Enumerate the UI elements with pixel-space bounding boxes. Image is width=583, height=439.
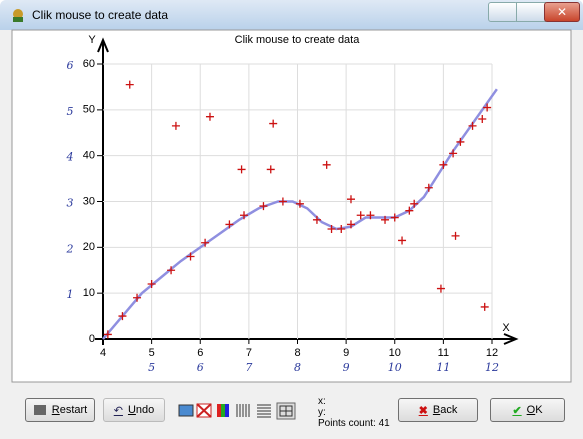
x-tick-label: 9 bbox=[343, 347, 349, 359]
x-tick-label: 7 bbox=[246, 347, 252, 359]
y-tick-label: 30 bbox=[83, 195, 95, 207]
undo-label: Undo bbox=[128, 404, 154, 416]
back-button[interactable]: ✖Back bbox=[398, 398, 478, 422]
handwritten-label: 2 bbox=[66, 242, 74, 255]
points-count-label: Points count: bbox=[318, 418, 376, 429]
points-count: Points count: 41 bbox=[318, 418, 390, 429]
x-status: x: bbox=[318, 396, 326, 407]
restart-label: Restart bbox=[52, 404, 87, 416]
points-count-value: 41 bbox=[379, 418, 390, 429]
toolbar-icons bbox=[177, 401, 307, 421]
undo-button[interactable]: ↶Undo bbox=[103, 398, 165, 422]
handwritten-label: 4 bbox=[66, 151, 74, 164]
y-tick-label: 40 bbox=[83, 150, 95, 162]
x-tick-label: 8 bbox=[294, 347, 300, 359]
y-status: y: bbox=[318, 407, 326, 418]
y-tick-label: 50 bbox=[83, 104, 95, 116]
handwritten-label: 8 bbox=[294, 361, 301, 374]
y-tick-label: 0 bbox=[89, 333, 95, 345]
window: Clik mouse to create data ✕ Clik mouse t… bbox=[0, 0, 583, 439]
y-tick-label: 20 bbox=[83, 241, 95, 253]
y-tick-label: 60 bbox=[83, 58, 95, 70]
handwritten-label: 5 bbox=[148, 361, 155, 374]
chart-title: Clik mouse to create data bbox=[235, 34, 361, 46]
chart[interactable]: Clik mouse to create data Y X 0 10 20 30 40 5… bbox=[0, 0, 583, 386]
x-axis-label: X bbox=[502, 322, 510, 334]
handwritten-label: 6 bbox=[67, 59, 74, 72]
handwritten-label: 7 bbox=[245, 361, 252, 374]
handwritten-label: 12 bbox=[485, 361, 499, 374]
y-tick-label: 10 bbox=[83, 287, 95, 299]
restart-icon bbox=[33, 404, 47, 416]
x-tick-label: 12 bbox=[486, 347, 498, 359]
restart-button[interactable]: Restart bbox=[25, 398, 95, 422]
y-axis-label: Y bbox=[88, 34, 96, 46]
handwritten-label: 6 bbox=[197, 361, 204, 374]
ok-label: OK bbox=[527, 404, 543, 416]
handwritten-label: 1 bbox=[67, 288, 74, 301]
x-tick-label: 6 bbox=[197, 347, 203, 359]
x-tick-label: 11 bbox=[438, 347, 449, 359]
plot-panel bbox=[12, 30, 571, 382]
handwritten-label: 10 bbox=[388, 361, 402, 374]
ok-button[interactable]: ✔OK bbox=[490, 398, 565, 422]
handwritten-label: 5 bbox=[67, 105, 74, 118]
x-tick-label: 5 bbox=[149, 347, 155, 359]
handwritten-label: 9 bbox=[343, 361, 350, 374]
x-tick-label: 10 bbox=[389, 347, 401, 359]
handwritten-label: 11 bbox=[436, 361, 450, 374]
back-label: Back bbox=[433, 404, 457, 416]
x-tick-label: 4 bbox=[100, 347, 106, 359]
handwritten-label: 3 bbox=[67, 197, 74, 210]
